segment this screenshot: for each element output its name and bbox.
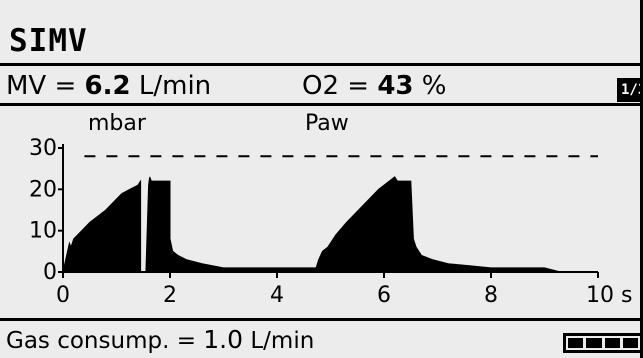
status-bar: Gas consump. = 1.0 L/min — [0, 318, 643, 358]
ventilation-mode-title: SIMV — [9, 23, 88, 59]
oxygen-readout: O2 = 43 % — [302, 69, 447, 103]
y-tick-label: 20 — [29, 177, 57, 202]
battery-segment — [604, 338, 620, 348]
pressure-waveform-series — [62, 176, 561, 273]
gas-consumption-label: Gas consump. = — [6, 328, 196, 354]
battery-segment — [586, 338, 602, 348]
y-tick-label: 10 — [29, 219, 57, 244]
oxygen-value: 43 — [377, 71, 414, 101]
gas-consumption-readout: Gas consump. = 1.0 L/min — [6, 325, 314, 356]
page-indicator-badge[interactable]: 1/3 — [617, 78, 643, 102]
mode-header: SIMV — [0, 0, 643, 66]
x-tick-label: 10 s — [586, 283, 632, 308]
measured-values-bar: MV = 6.2 L/min O2 = 43 % 1/3 — [0, 66, 643, 106]
y-tick-label: 30 — [29, 136, 57, 161]
pressure-waveform-svg: mbar Paw 0 10 20 30 0 2 4 6 8 10 s — [29, 111, 632, 308]
y-axis-unit-label: mbar — [88, 111, 147, 136]
x-tick-label: 4 — [270, 283, 284, 308]
gas-consumption-unit: L/min — [250, 328, 315, 354]
battery-segment — [622, 338, 638, 348]
pressure-waveform-chart: mbar Paw 0 10 20 30 0 2 4 6 8 10 s — [0, 106, 643, 318]
x-tick-label: 0 — [56, 283, 70, 308]
x-tick-label: 6 — [377, 283, 391, 308]
minute-volume-readout: MV = 6.2 L/min — [6, 69, 211, 103]
gas-consumption-value: 1.0 — [203, 325, 244, 354]
battery-segment — [568, 338, 584, 348]
chart-title: Paw — [305, 111, 349, 136]
minute-volume-label: MV = — [6, 71, 77, 101]
battery-icon — [563, 333, 643, 353]
x-tick-label: 2 — [163, 283, 177, 308]
minute-volume-unit: L/min — [138, 71, 212, 101]
oxygen-label: O2 = — [302, 71, 370, 101]
minute-volume-value: 6.2 — [84, 71, 131, 101]
screen-right-edge — [640, 0, 643, 358]
x-tick-label: 8 — [484, 283, 498, 308]
oxygen-unit: % — [421, 71, 447, 101]
y-tick-label: 0 — [43, 260, 57, 285]
